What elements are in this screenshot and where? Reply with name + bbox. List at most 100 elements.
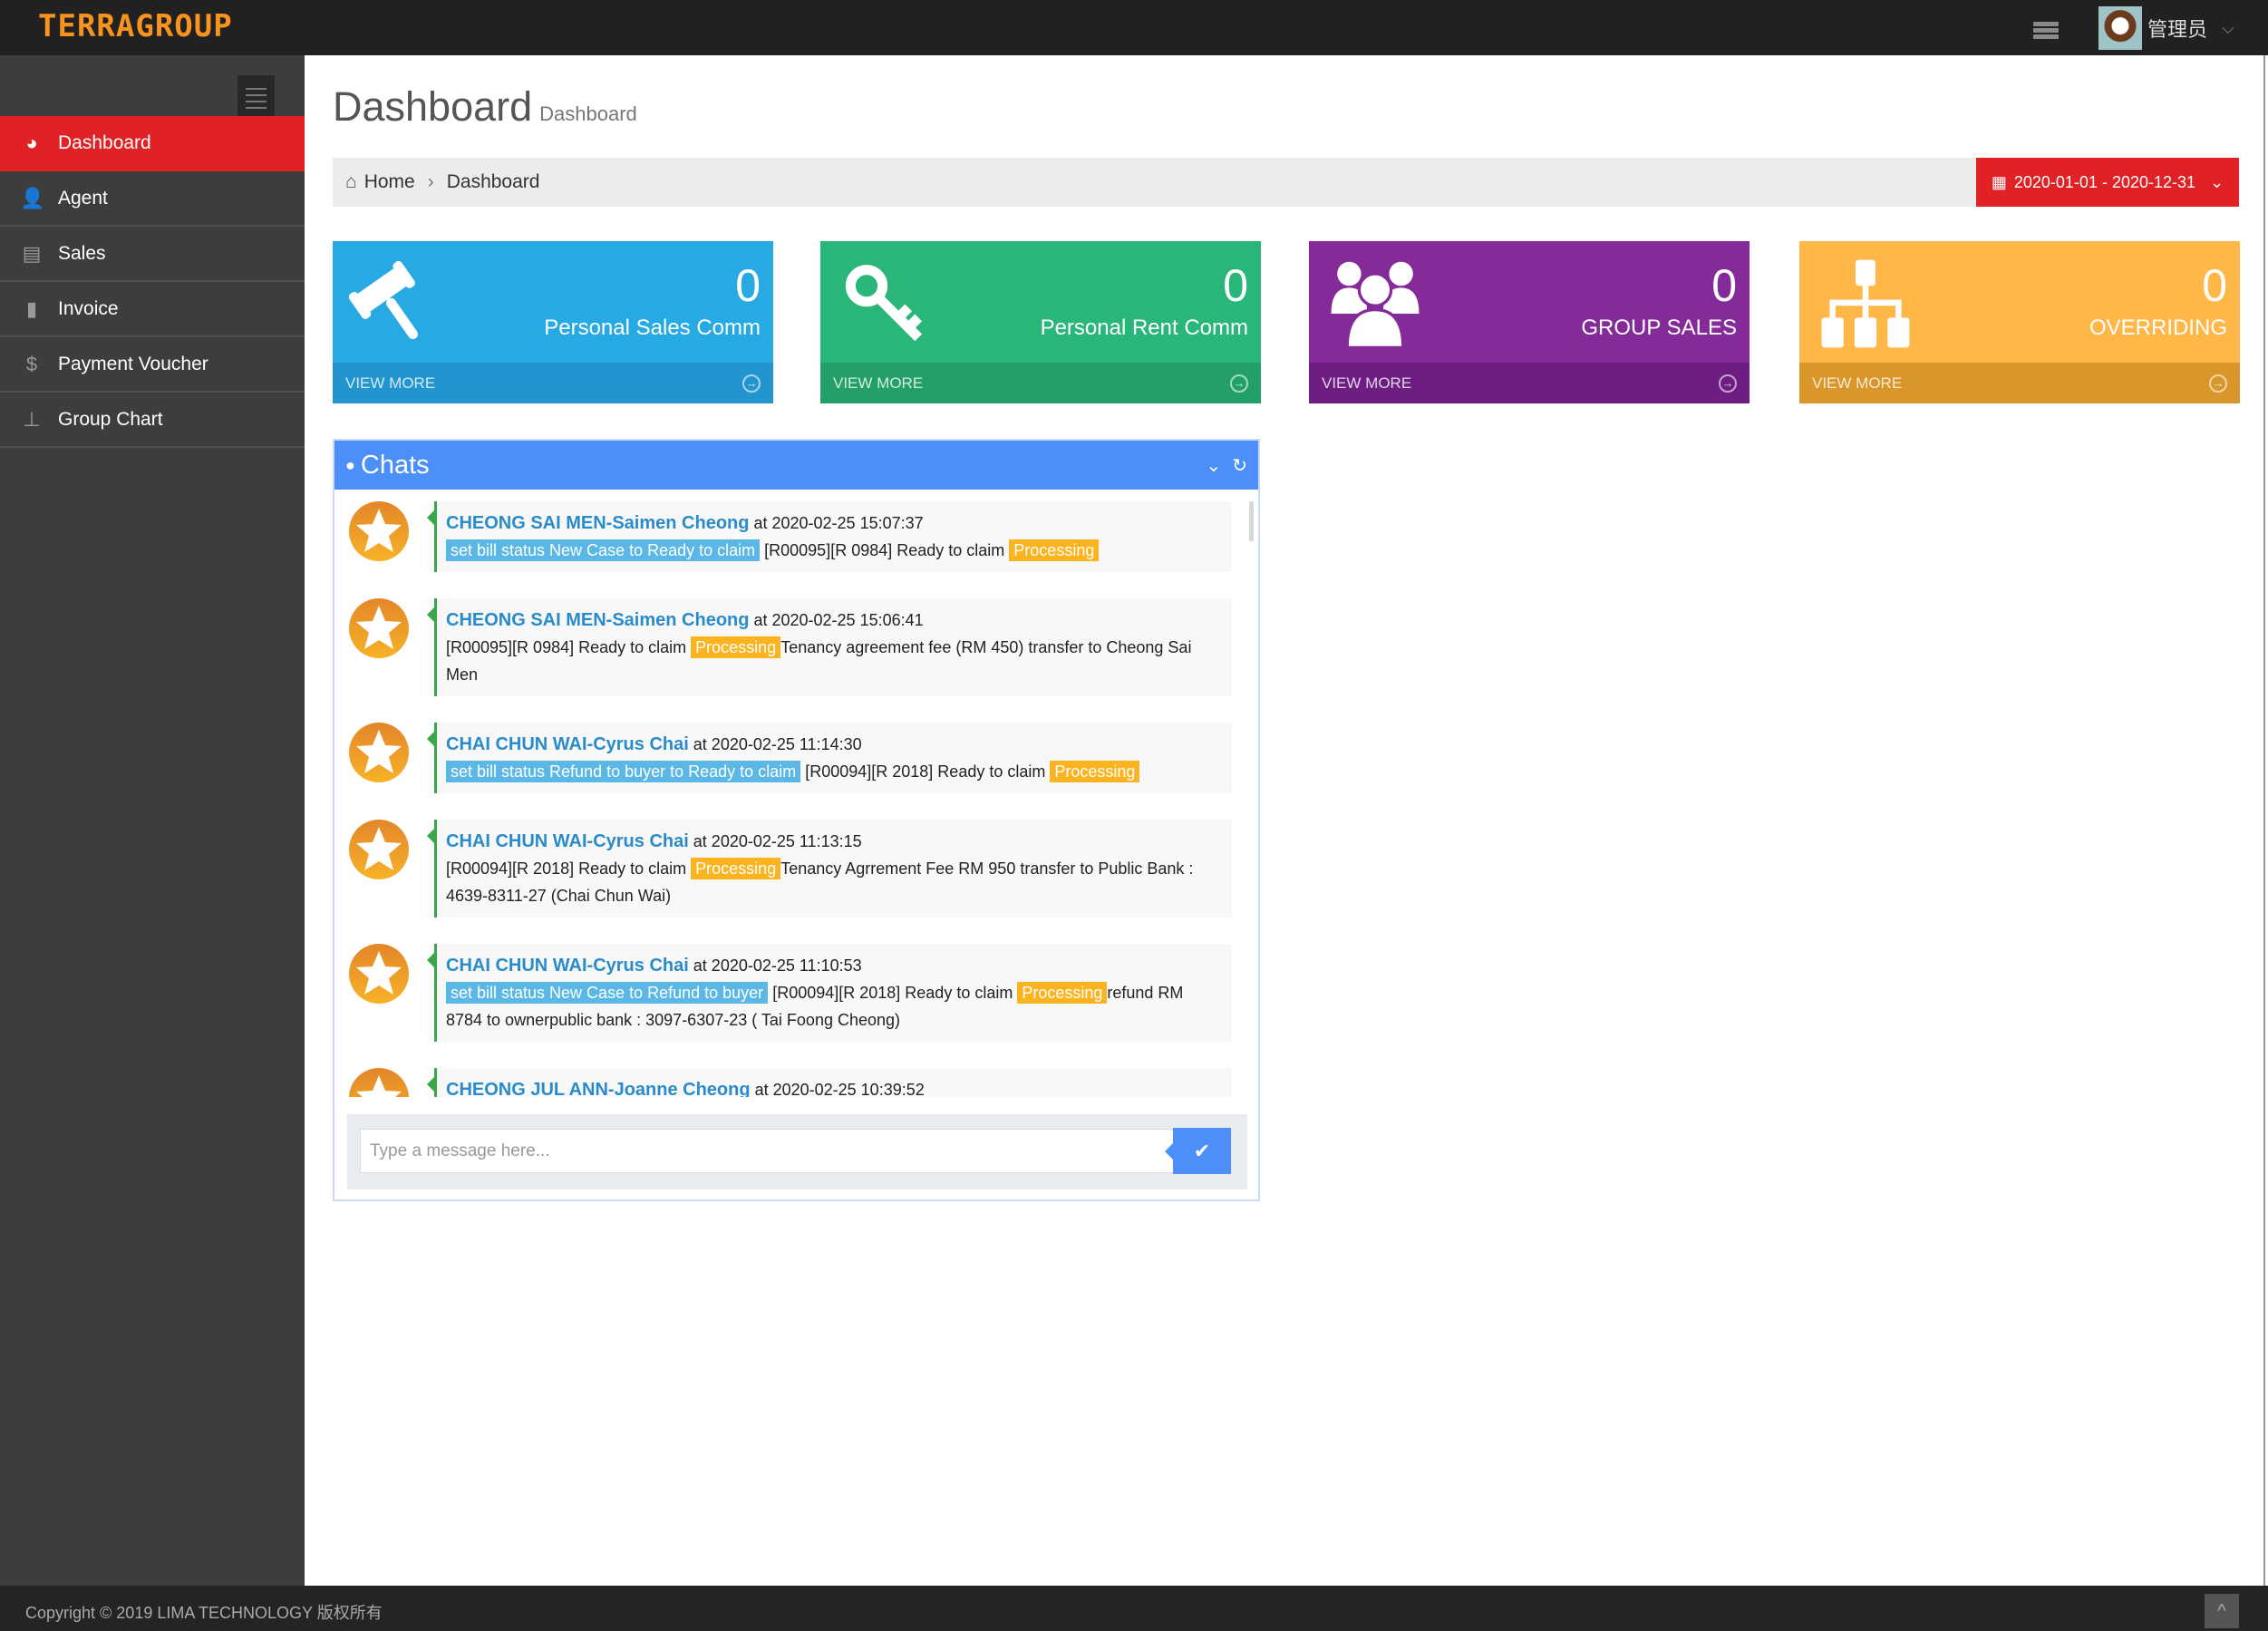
arrow-circle-right-icon: → [1719, 374, 1737, 393]
dashboard-icon: ◕ [25, 131, 38, 154]
chat-list: CHEONG SAI MEN-Saimen Cheong at 2020-02-… [347, 501, 1254, 1097]
chat-message: CHEONG SAI MEN-Saimen Cheong at 2020-02-… [347, 598, 1254, 696]
view-more-link[interactable]: VIEW MORE → [1799, 363, 2240, 403]
logo[interactable]: TERRAGROUP [38, 8, 233, 44]
message-text: [R00095][R 0984] Ready to claim [760, 541, 1010, 559]
sitemap-icon [1816, 254, 1915, 354]
message-bubble: CHAI CHUN WAI-Cyrus Chai at 2020-02-25 1… [427, 820, 1232, 917]
arrow-circle-right-icon: → [2209, 374, 2227, 393]
message-time: at 2020-02-25 15:06:41 [749, 611, 924, 629]
stat-card: 0 Personal Sales Comm VIEW MORE → [333, 241, 773, 403]
sidebar-item-sales[interactable]: ▤ Sales [0, 227, 305, 282]
page-subtitle: Dashboard [539, 102, 637, 125]
chevron-down-icon: ⌵ [2222, 18, 2234, 37]
top-navbar: TERRAGROUP 管理员 ⌵ [0, 0, 2268, 55]
comments-icon: ● [345, 455, 355, 474]
status-badge: Processing [1017, 982, 1108, 1004]
chat-compose: ✔ [347, 1114, 1247, 1189]
message-time: at 2020-02-25 11:10:53 [688, 956, 862, 975]
user-menu[interactable]: 管理员 ⌵ [2098, 6, 2234, 50]
chevron-down-icon: ⌄ [2210, 172, 2224, 191]
status-badge: Processing [691, 858, 781, 879]
scroll-to-top-button[interactable]: ^ [2205, 1594, 2239, 1628]
copyright: Copyright © 2019 LIMA TECHNOLOGY 版权所有 [25, 1604, 383, 1622]
book-icon: ▤ [22, 241, 42, 265]
sender-name[interactable]: CHAI CHUN WAI-Cyrus Chai [446, 831, 689, 851]
message-time: at 2020-02-25 11:14:30 [688, 735, 862, 753]
status-badge: Processing [1009, 539, 1100, 561]
star-avatar-icon [349, 723, 409, 782]
chat-message: CHAI CHUN WAI-Cyrus Chai at 2020-02-25 1… [347, 723, 1254, 793]
sidebar-item-dashboard[interactable]: ◕ Dashboard [0, 116, 305, 171]
stat-card: 0 OVERRIDING VIEW MORE → [1799, 241, 2240, 403]
message-bubble: CHEONG SAI MEN-Saimen Cheong at 2020-02-… [427, 598, 1232, 696]
message-bubble: CHAI CHUN WAI-Cyrus Chai at 2020-02-25 1… [427, 944, 1232, 1042]
star-avatar-icon [349, 598, 409, 658]
sidebar: ◕ Dashboard 👤 Agent ▤ Sales ▮ Invoice $ Payment V… [0, 55, 305, 1586]
view-more-text: VIEW MORE [1812, 374, 1903, 392]
chevron-right-icon: › [427, 171, 434, 192]
message-time: at 2020-02-25 11:13:15 [688, 832, 862, 850]
dollar-icon: $ [25, 352, 38, 375]
send-button[interactable]: ✔ [1165, 1128, 1231, 1174]
sidebar-item-label: Dashboard [58, 131, 151, 153]
server-menu-icon[interactable] [2033, 22, 2059, 42]
date-range-picker[interactable]: ▦ 2020-01-01 - 2020-12-31 ⌄ [1976, 158, 2239, 207]
message-time: at 2020-02-25 15:07:37 [749, 514, 924, 532]
view-more-link[interactable]: VIEW MORE → [1309, 363, 1749, 403]
chats-panel: ● Chats ⌄ ↻ CHEONG SAI MEN-Saimen Cheong … [333, 439, 1260, 1201]
sidebar-item-agent[interactable]: 👤 Agent [0, 171, 305, 227]
status-change-tag: set bill status New Case to Ready to cla… [446, 539, 761, 561]
stat-label: Personal Sales Comm [544, 316, 761, 340]
view-more-link[interactable]: VIEW MORE → [820, 363, 1261, 403]
sidebar-item-invoice[interactable]: ▮ Invoice [0, 282, 305, 337]
sender-name[interactable]: CHEONG JUL ANN-Joanne Cheong [446, 1080, 751, 1097]
chat-message: CHAI CHUN WAI-Cyrus Chai at 2020-02-25 1… [347, 944, 1254, 1042]
sender-name[interactable]: CHAI CHUN WAI-Cyrus Chai [446, 956, 689, 976]
star-avatar-icon [349, 820, 409, 879]
breadcrumb-home[interactable]: Home [363, 171, 415, 192]
message-text: [R00094][R 2018] Ready to claim [768, 984, 1018, 1002]
view-more-text: VIEW MORE [1322, 374, 1412, 392]
message-text: [R00094][R 2018] Ready to claim [800, 762, 1051, 781]
user-icon: 👤 [20, 186, 45, 209]
home-icon: ⌂ [345, 171, 357, 192]
message-text: refund RM 8784 to ownerpublic bank : 309… [446, 984, 1184, 1029]
users-icon [1325, 254, 1425, 354]
chats-title: Chats [360, 450, 430, 480]
chat-message: CHEONG SAI MEN-Saimen Cheong at 2020-02-… [347, 501, 1254, 572]
sender-name[interactable]: CHEONG SAI MEN-Saimen Cheong [446, 610, 750, 630]
status-badge: Processing [1050, 761, 1140, 782]
message-text: Tenancy Agrrement Fee RM 950 transfer to… [446, 859, 1194, 905]
stat-label: Personal Rent Comm [1040, 316, 1248, 340]
stat-value: 0 [735, 260, 761, 311]
collapse-icon[interactable]: ⌄ [1206, 455, 1222, 476]
sidebar-toggle-button[interactable] [237, 75, 275, 116]
view-more-link[interactable]: VIEW MORE → [333, 363, 773, 403]
view-more-text: VIEW MORE [833, 374, 924, 392]
sender-name[interactable]: CHEONG SAI MEN-Saimen Cheong [446, 513, 750, 533]
page-scrollbar[interactable] [2263, 55, 2265, 1586]
sidebar-item-payment-voucher[interactable]: $ Payment Voucher [0, 337, 305, 393]
stat-label: OVERRIDING [2089, 316, 2227, 340]
scrollbar[interactable] [1249, 501, 1254, 541]
message-input[interactable] [360, 1129, 1174, 1173]
page-title: Dashboard Dashboard [333, 83, 637, 131]
chat-message: CHAI CHUN WAI-Cyrus Chai at 2020-02-25 1… [347, 820, 1254, 917]
star-avatar-icon [349, 501, 409, 561]
breadcrumb-current: Dashboard [446, 171, 540, 192]
refresh-icon[interactable]: ↻ [1232, 455, 1247, 476]
message-time: at 2020-02-25 10:39:52 [750, 1081, 925, 1097]
arrow-circle-right-icon: → [742, 374, 761, 393]
status-change-tag: set bill status Refund to buyer to Ready… [446, 761, 801, 782]
status-change-tag: set bill status New Case to Refund to bu… [446, 982, 769, 1004]
check-icon: ✔ [1193, 1140, 1211, 1162]
sidebar-item-label: Agent [58, 187, 108, 209]
sidebar-item-group-chart[interactable]: ⊥ Group Chart [0, 393, 305, 448]
sitemap-icon: ⊥ [23, 407, 41, 431]
sender-name[interactable]: CHAI CHUN WAI-Cyrus Chai [446, 734, 689, 754]
message-text: [R00094][R 2018] Ready to claim [446, 859, 692, 878]
message-text: [R00095][R 0984] Ready to claim [446, 638, 692, 656]
footer: Copyright © 2019 LIMA TECHNOLOGY 版权所有 ^ [0, 1586, 2268, 1631]
avatar [2098, 6, 2142, 50]
